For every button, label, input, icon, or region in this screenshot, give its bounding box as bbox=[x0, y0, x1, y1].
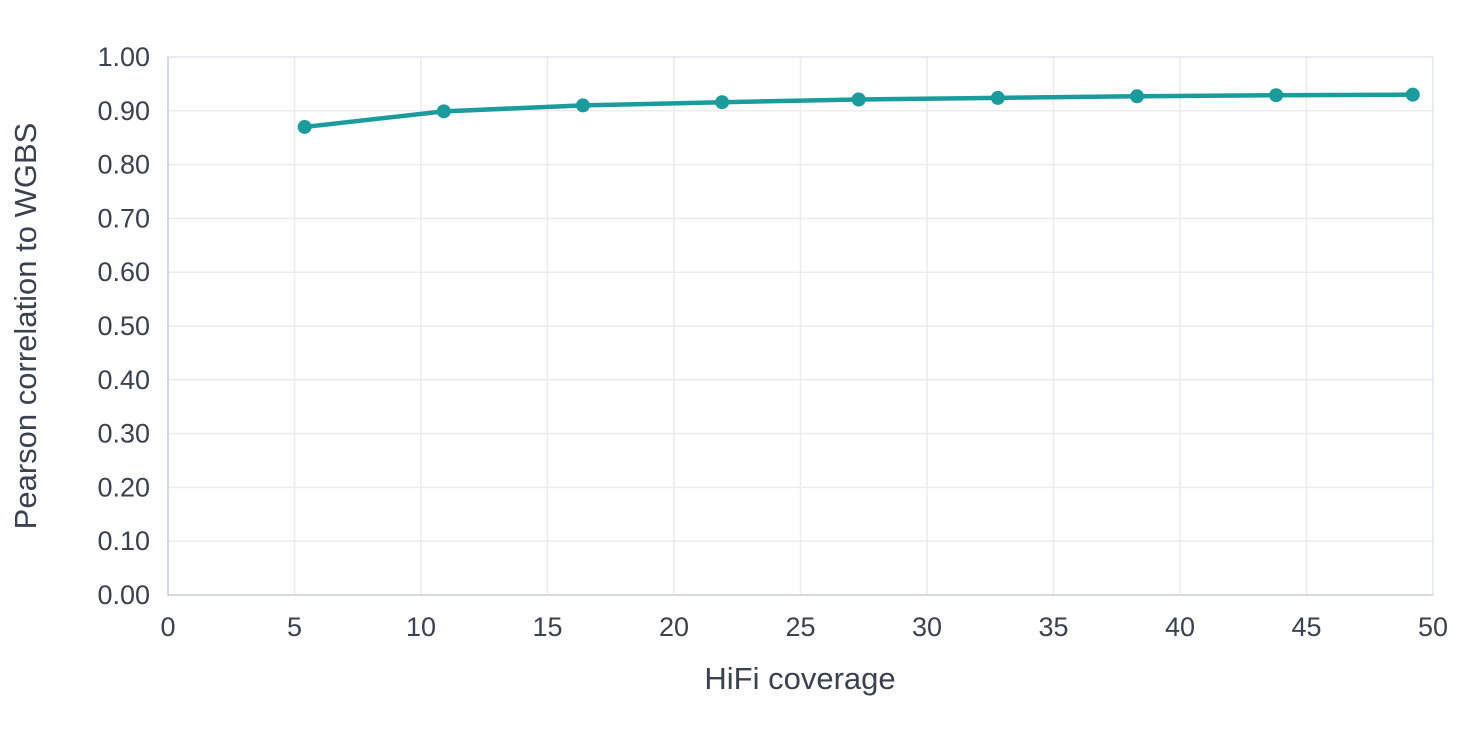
y-tick-label: 0.80 bbox=[97, 150, 150, 180]
x-tick-label: 10 bbox=[406, 612, 436, 642]
x-tick-label: 15 bbox=[532, 612, 562, 642]
data-point bbox=[436, 104, 451, 119]
x-axis-tick-labels: 0 5 10 15 20 25 30 35 40 45 50 bbox=[160, 612, 1448, 642]
x-tick-label: 50 bbox=[1418, 612, 1448, 642]
y-tick-label: 0.60 bbox=[97, 257, 150, 287]
gridlines bbox=[168, 57, 1433, 595]
y-tick-label: 0.90 bbox=[97, 96, 150, 126]
x-tick-label: 25 bbox=[785, 612, 815, 642]
plot-border bbox=[167, 56, 1434, 596]
x-tick-label: 35 bbox=[1038, 612, 1068, 642]
data-point bbox=[990, 90, 1005, 105]
x-tick-label: 30 bbox=[912, 612, 942, 642]
x-tick-label: 40 bbox=[1165, 612, 1195, 642]
y-axis-title: Pearson correlation to WGBS bbox=[8, 123, 43, 530]
data-series bbox=[297, 87, 1420, 134]
y-tick-label: 0.40 bbox=[97, 365, 150, 395]
data-point bbox=[297, 119, 312, 134]
x-axis-title: HiFi coverage bbox=[704, 661, 895, 696]
data-point bbox=[575, 98, 590, 113]
y-tick-label: 0.00 bbox=[97, 580, 150, 610]
x-tick-label: 20 bbox=[659, 612, 689, 642]
x-tick-label: 45 bbox=[1291, 612, 1321, 642]
data-point bbox=[1405, 87, 1420, 102]
y-tick-label: 0.30 bbox=[97, 419, 150, 449]
data-point bbox=[1129, 89, 1144, 104]
y-tick-label: 1.00 bbox=[97, 42, 150, 72]
x-tick-label: 5 bbox=[287, 612, 302, 642]
data-point bbox=[715, 95, 730, 110]
y-tick-label: 0.70 bbox=[97, 203, 150, 233]
x-tick-label: 0 bbox=[160, 612, 175, 642]
y-tick-label: 0.20 bbox=[97, 472, 150, 502]
data-point bbox=[1269, 88, 1284, 103]
y-axis-tick-labels: 0.00 0.10 0.20 0.30 0.40 0.50 0.60 0.70 0.80 0.90… bbox=[97, 42, 150, 610]
y-tick-label: 0.50 bbox=[97, 311, 150, 341]
y-tick-label: 0.10 bbox=[97, 526, 150, 556]
data-point bbox=[851, 92, 866, 107]
